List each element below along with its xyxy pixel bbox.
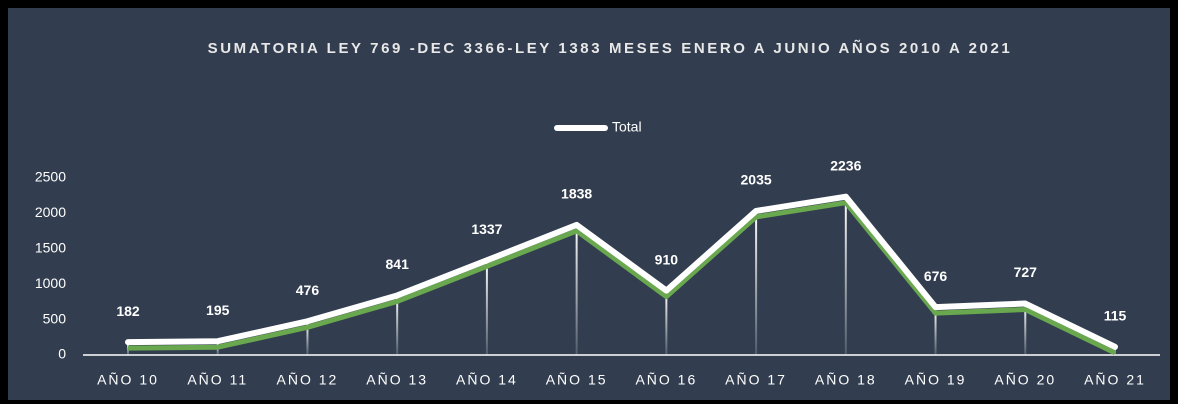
data-label: 727 [1014,264,1038,280]
x-tick-label: AÑO 10 [97,372,159,388]
y-tick-label: 2000 [35,204,66,220]
data-label: 1838 [561,186,592,202]
y-tick-label: 2500 [35,169,66,185]
drop-line [306,321,309,355]
line-shadow [127,200,1117,356]
data-label: 195 [206,302,230,318]
drop-line [1024,303,1027,355]
legend-label: Total [612,119,642,135]
drop-line [127,342,129,355]
x-tick-label: AÑO 20 [994,372,1056,388]
x-tick-label: AÑO 14 [456,372,518,388]
x-tick-label: AÑO 16 [635,372,697,388]
chart-title: SUMATORIA LEY 769 -DEC 3366-LEY 1383 MES… [207,40,1013,57]
drop-line [755,210,758,355]
chart-panel [8,8,1170,400]
y-tick-label: 0 [58,346,66,362]
y-tick-label: 500 [43,310,67,326]
x-tick-label: AÑO 13 [366,372,428,388]
x-tick-label: AÑO 18 [815,372,877,388]
data-label: 115 [1104,308,1127,324]
y-tick-label: 1500 [35,240,66,256]
data-label: 1337 [471,221,502,237]
x-tick-label: AÑO 15 [546,372,608,388]
data-label: 182 [116,303,140,319]
drop-line [396,295,399,355]
drop-line [485,260,488,355]
x-tick-label: AÑO 19 [905,372,967,388]
x-tick-label: AÑO 12 [277,372,339,388]
drop-line [575,224,578,355]
data-label: 2035 [741,172,772,188]
data-label: 910 [655,251,679,267]
data-label: 841 [386,256,410,272]
y-tick-label: 1000 [35,275,66,291]
x-tick-label: AÑO 17 [725,372,787,388]
data-label: 476 [296,282,320,298]
drop-line [665,290,668,355]
x-tick-label: AÑO 21 [1084,372,1146,388]
data-label: 2236 [830,157,861,173]
drop-line [844,196,847,355]
data-label: 676 [924,268,948,284]
x-tick-label: AÑO 11 [187,372,248,388]
drop-line [934,307,937,355]
line [125,193,1118,350]
